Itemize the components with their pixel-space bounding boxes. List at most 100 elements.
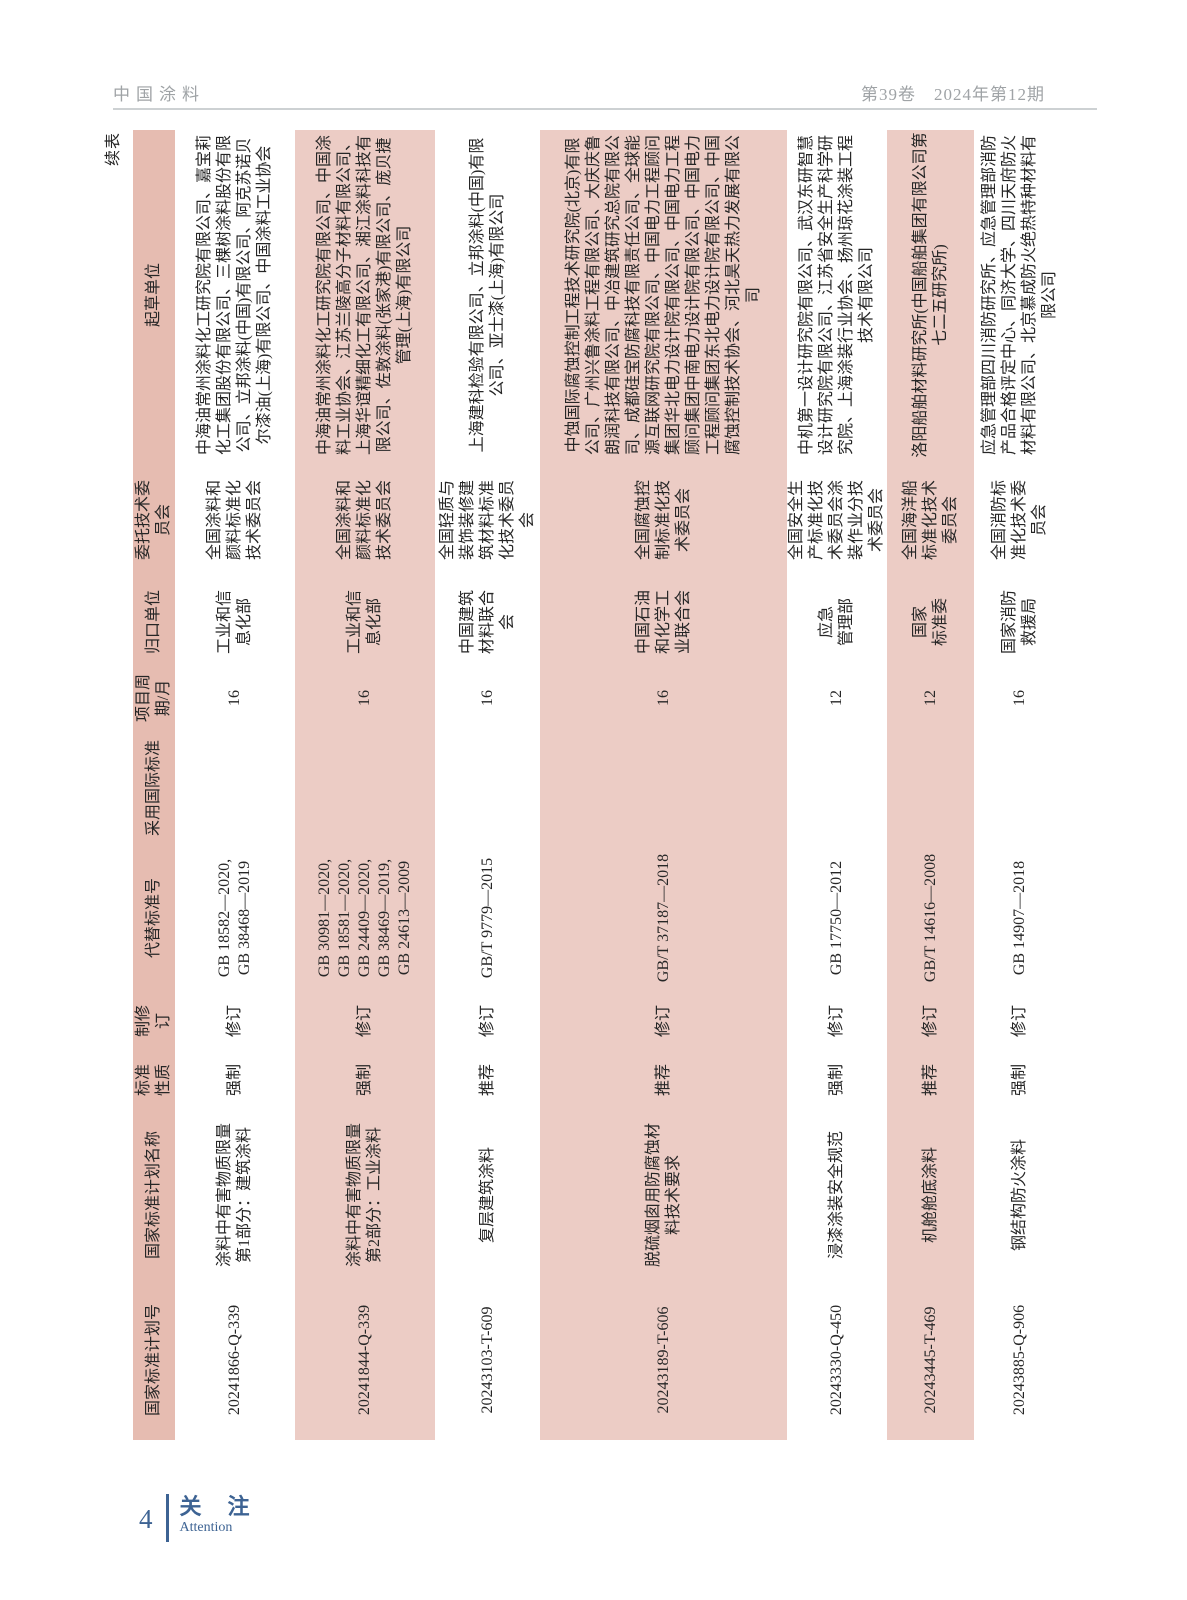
cell-plan-name: 浸漆涂装安全规范: [828, 1131, 845, 1260]
cell-revision: 修订: [654, 1005, 672, 1038]
cell-plan-name: 脱硫烟囱用防腐蚀材 料技术要求: [644, 1123, 682, 1268]
cell-period: 12: [828, 690, 845, 706]
cell-drafters: 中海油常州涂料化工研究院有限公司、中国涂料工业协会、江苏兰陵高分子材料有限公司、…: [316, 135, 413, 456]
cell-nature: 强制: [226, 1064, 243, 1097]
table-row: 20241866-Q-339 涂料中有害物质限量 第1部分：建筑涂料 强制 修订…: [175, 130, 295, 1440]
cell-admin: 工业和信 息化部: [346, 590, 383, 655]
col-header-intl-std: 采用国际标准: [145, 740, 162, 837]
cell-admin: 国家消防 救援局: [1001, 590, 1038, 655]
col-header-replaces: 代替标准号: [145, 878, 162, 959]
cell-plan-name: 复层建筑涂料: [478, 1147, 496, 1244]
cell-drafters: 洛阳船舶材料研究所(中国船舶集团有限公司第七二五研究所): [911, 132, 949, 458]
cell-admin: 工业和信 息化部: [216, 590, 253, 655]
cell-replaces: GB/T 9779—2015: [478, 857, 496, 979]
table-row: 20243445-T-469 机舱舱底涂料 推荐 修订 GB/T 14616—2…: [887, 130, 974, 1440]
cell-replaces: GB 14907—2018: [1011, 860, 1028, 976]
cell-replaces: GB 18582—2020, GB 38468—2019: [216, 858, 253, 978]
cell-committee: 全国消防标 准化技术委 员会: [991, 480, 1048, 561]
col-header-period: 项目周 期/月: [135, 674, 172, 723]
cell-period: 16: [654, 690, 672, 706]
cell-admin: 中国石油 和化学工 业联合会: [634, 590, 692, 655]
cell-replaces: GB/T 14616—2008: [921, 853, 939, 983]
cell-revision: 修订: [828, 1005, 845, 1038]
cell-nature: 推荐: [654, 1064, 672, 1097]
section-title-cn: 关 注: [179, 1494, 252, 1519]
cell-plan-name: 涂料中有害物质限量 第2部分：工业涂料: [346, 1123, 383, 1268]
col-header-plan-no: 国家标准计划号: [145, 1304, 162, 1417]
cell-period: 16: [356, 690, 373, 706]
cell-plan-no: 20243445-T-469: [921, 1306, 939, 1414]
cell-intl-std: [540, 732, 787, 844]
issue-info: 第39卷 2024年第12期: [861, 85, 1045, 104]
cell-drafters: 中蚀国际腐蚀控制工程技术研究院(北京)有限公司、广州兴鲁涂料工程有限公司、大庆庆…: [564, 135, 762, 456]
cell-committee: 全国安全生 产标准化技 术委员会涂 装作业分技 术委员会: [788, 480, 885, 561]
cell-intl-std: [435, 732, 540, 844]
col-header-plan-name: 国家标准计划名称: [145, 1131, 162, 1260]
cell-intl-std: [295, 732, 435, 844]
cell-admin: 国家 标准委: [911, 598, 949, 647]
cell-period: 16: [1011, 690, 1028, 706]
footer-divider-bar: [165, 1494, 169, 1542]
cell-committee: 全国轻质与 装饰装修建 筑材料标准 化技术委员 会: [438, 480, 536, 561]
cell-period: 12: [921, 690, 939, 706]
cell-committee: 全国腐蚀控 制标准化技 术委员会: [634, 480, 692, 561]
cell-nature: 强制: [1011, 1064, 1028, 1097]
cell-period: 16: [478, 690, 496, 706]
header-rule: [113, 108, 1097, 110]
cell-plan-name: 涂料中有害物质限量 第1部分：建筑涂料: [216, 1123, 253, 1268]
col-header-admin: 归口单位: [145, 590, 162, 655]
cell-replaces: GB 17750—2012: [828, 860, 845, 976]
cell-committee: 全国海洋船 标准化技术 委员会: [901, 480, 959, 561]
cell-drafters: 上海建科检验有限公司、立邦涂料(中国)有限公司、亚士漆(上海)有限公司: [468, 137, 506, 453]
cell-plan-no: 20243189-T-606: [654, 1306, 672, 1414]
col-header-nature: 标准 性质: [135, 1064, 172, 1097]
cell-drafters: 中机第一设计研究院有限公司、武汉东研智慧设计研究院有限公司、江苏省安全生产科学研…: [798, 135, 875, 456]
page-number: 4: [139, 1504, 153, 1534]
cell-plan-no: 20241866-Q-339: [226, 1304, 243, 1416]
cell-revision: 修订: [478, 1005, 496, 1038]
cell-plan-no: 20243103-T-609: [478, 1306, 496, 1414]
cell-drafters: 应急管理部四川消防研究所、应急管理部消防产品合格评定中心、同济大学、四川天府防火…: [981, 135, 1058, 456]
cell-committee: 全国涂料和 颜料标准化 技术委员会: [206, 480, 263, 561]
running-head: 中国涂料 第39卷 2024年第12期: [113, 80, 1045, 105]
cell-nature: 强制: [356, 1064, 373, 1097]
cell-committee: 全国涂料和 颜料标准化 技术委员会: [336, 480, 393, 561]
table-row: 20243189-T-606 脱硫烟囱用防腐蚀材 料技术要求 推荐 修订 GB/…: [540, 130, 787, 1440]
cell-intl-std: [974, 732, 1066, 844]
col-header-revision: 制修 订: [135, 1005, 172, 1038]
col-header-drafters: 起草单位: [145, 263, 162, 328]
cell-drafters: 中海油常州涂料化工研究院有限公司、嘉宝莉化工集团股份有限公司、三棵树涂料股份有限…: [196, 135, 273, 456]
table-row: 20243885-Q-906 钢结构防火涂料 强制 修订 GB 14907—20…: [974, 130, 1066, 1440]
cell-plan-no: 20243885-Q-906: [1011, 1304, 1028, 1416]
table-row: 20241844-Q-339 涂料中有害物质限量 第2部分：工业涂料 强制 修订…: [295, 130, 435, 1440]
section-title-en: Attention: [179, 1520, 233, 1536]
table-row: 20243330-Q-450 浸漆涂装安全规范 强制 修订 GB 17750—2…: [787, 130, 887, 1440]
cell-revision: 修订: [921, 1005, 939, 1038]
cell-replaces: GB 30981—2020, GB 18581—2020, GB 24409—2…: [316, 858, 413, 978]
cell-intl-std: [887, 732, 974, 844]
cell-nature: 推荐: [478, 1064, 496, 1097]
col-header-committee: 委托技术委 员会: [135, 480, 172, 561]
cell-revision: 修订: [356, 1005, 373, 1038]
cell-nature: 强制: [828, 1064, 845, 1097]
cell-nature: 推荐: [921, 1064, 939, 1097]
cell-intl-std: [787, 732, 887, 844]
cell-admin: 中国建筑 材料联合 会: [458, 590, 516, 655]
page-footer: 4 关 注 Attention: [139, 1494, 252, 1542]
cell-plan-name: 机舱舱底涂料: [921, 1147, 939, 1244]
journal-title: 中国涂料: [113, 85, 205, 104]
cell-intl-std: [175, 732, 295, 844]
cell-revision: 修订: [1011, 1005, 1028, 1038]
cell-period: 16: [226, 690, 243, 706]
continued-table-label: 续表: [105, 132, 122, 167]
rotated-table-block: 续表 国家标准计划号 国家标准计划名称 标准 性质 制修 订 代替标准号 采用国…: [97, 130, 1069, 1440]
cell-plan-no: 20243330-Q-450: [828, 1304, 845, 1416]
table-header-row: 国家标准计划号 国家标准计划名称 标准 性质 制修 订 代替标准号 采用国际标准…: [133, 130, 175, 1440]
table-row: 20243103-T-609 复层建筑涂料 推荐 修订 GB/T 9779—20…: [435, 130, 540, 1440]
cell-plan-name: 钢结构防火涂料: [1011, 1139, 1028, 1252]
cell-plan-no: 20241844-Q-339: [356, 1304, 373, 1416]
cell-replaces: GB/T 37187—2018: [654, 853, 672, 983]
cell-revision: 修订: [226, 1005, 243, 1038]
footer-section: 关 注 Attention: [180, 1494, 252, 1536]
